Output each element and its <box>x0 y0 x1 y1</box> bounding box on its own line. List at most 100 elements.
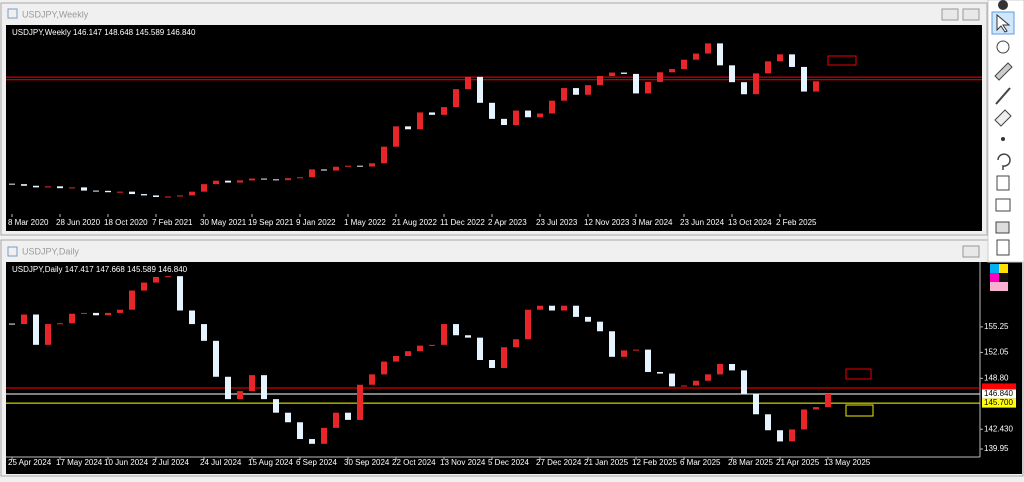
candle <box>489 360 495 368</box>
y-tick-label: 148.80 <box>984 373 1009 382</box>
color-swatch[interactable] <box>999 264 1008 273</box>
template-tool[interactable] <box>995 198 1011 212</box>
candle <box>813 407 819 410</box>
candle <box>273 399 279 413</box>
candle <box>57 323 63 325</box>
candle <box>297 422 303 440</box>
window-icon <box>7 246 18 257</box>
x-tick-label: 22 Oct 2024 <box>392 458 436 467</box>
maximize-button[interactable] <box>962 8 980 21</box>
candle <box>201 184 207 192</box>
candle <box>261 178 267 180</box>
candle <box>93 312 99 316</box>
candle <box>765 61 771 74</box>
level-label-bg <box>982 389 1016 399</box>
candle <box>45 186 51 188</box>
x-tick-label: 13 Nov 2024 <box>440 458 486 467</box>
x-tick-label: 15 Aug 2024 <box>248 458 293 467</box>
candle <box>225 180 231 183</box>
toolbar <box>987 0 1024 263</box>
candle <box>105 190 111 193</box>
minimize-button[interactable] <box>962 245 980 258</box>
candle <box>321 169 327 171</box>
undo-tool[interactable] <box>997 153 1011 170</box>
candle <box>561 305 567 311</box>
candle <box>729 363 735 371</box>
candle <box>525 309 531 340</box>
minimize-button[interactable] <box>941 8 959 21</box>
candle <box>693 380 699 386</box>
candle <box>381 146 387 164</box>
candle <box>81 312 87 314</box>
candle <box>33 185 39 188</box>
candle <box>657 371 663 374</box>
chart-header: USDJPY,Daily 147.417 147.668 145.589 146… <box>12 265 188 274</box>
screenshot-tool[interactable] <box>995 221 1010 234</box>
candle <box>273 179 279 181</box>
candle <box>213 180 219 185</box>
candle <box>513 110 519 126</box>
candle <box>645 81 651 94</box>
candle <box>177 195 183 197</box>
x-tick-label: 13 May 2025 <box>824 458 871 467</box>
candle <box>525 110 531 118</box>
candle <box>717 363 723 375</box>
list-tool[interactable] <box>996 239 1010 256</box>
candle <box>537 113 543 118</box>
candle <box>117 191 123 193</box>
candle <box>105 312 111 316</box>
candle <box>321 427 327 444</box>
candle <box>189 310 195 325</box>
color-swatch[interactable] <box>990 282 1008 291</box>
candle <box>21 184 27 186</box>
candle <box>357 384 363 420</box>
candle <box>813 81 819 92</box>
candle <box>285 412 291 423</box>
color-swatch[interactable] <box>990 264 999 273</box>
candle <box>453 89 459 108</box>
dot-tool[interactable] <box>1001 137 1005 141</box>
color-swatch[interactable] <box>999 273 1008 282</box>
candle <box>633 349 639 351</box>
candle <box>657 72 663 82</box>
candle <box>33 314 39 345</box>
candle <box>417 345 423 352</box>
candle <box>561 88 567 101</box>
x-tick-label: 12 Feb 2025 <box>632 458 677 467</box>
x-tick-label: 18 Oct 2020 <box>104 218 148 227</box>
candle <box>417 112 423 130</box>
candle <box>369 163 375 167</box>
candle <box>429 344 435 346</box>
x-tick-label: 2 Apr 2023 <box>488 218 527 227</box>
x-tick-label: 24 Jul 2024 <box>200 458 242 467</box>
window-title: USDJPY,Daily <box>22 246 79 256</box>
color-swatch[interactable] <box>990 273 999 282</box>
x-tick-label: 7 Feb 2021 <box>152 218 193 227</box>
candle <box>21 314 27 325</box>
window-title: USDJPY,Weekly <box>22 9 89 19</box>
candle <box>585 316 591 322</box>
candle <box>381 361 387 375</box>
line-tool[interactable] <box>995 87 1011 105</box>
candle <box>537 305 543 310</box>
x-tick-label: 27 Dec 2024 <box>536 458 582 467</box>
x-tick-label: 8 Mar 2020 <box>8 218 49 227</box>
candle <box>681 59 687 70</box>
candle <box>621 350 627 357</box>
candle <box>213 340 219 377</box>
pencil-tool[interactable] <box>994 62 1013 81</box>
candle <box>501 347 507 368</box>
eye-tool[interactable] <box>998 0 1008 10</box>
candle <box>825 394 831 408</box>
x-tick-label: 28 Mar 2025 <box>728 458 773 467</box>
candle <box>393 126 399 147</box>
crosshair-tool[interactable] <box>996 40 1010 54</box>
x-tick-label: 10 Jun 2024 <box>104 458 149 467</box>
eraser-tool[interactable] <box>994 109 1012 127</box>
candle <box>777 54 783 62</box>
x-tick-label: 25 Apr 2024 <box>8 458 52 467</box>
delete-tool[interactable] <box>996 175 1010 191</box>
candle <box>333 166 339 171</box>
